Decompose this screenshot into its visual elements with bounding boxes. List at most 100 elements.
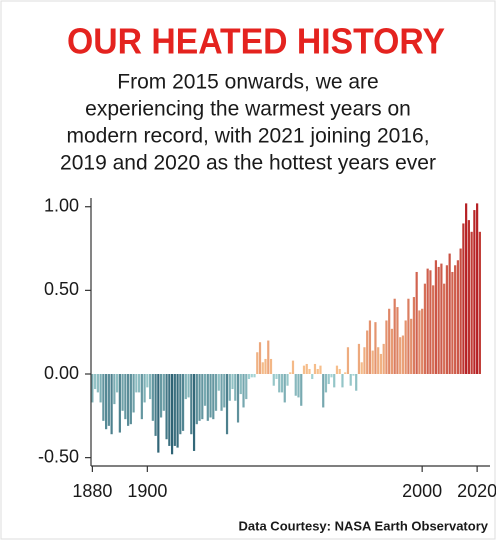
bar — [399, 337, 402, 374]
bar — [470, 231, 473, 374]
bar — [401, 335, 405, 374]
bar — [220, 374, 223, 411]
bar — [176, 374, 179, 448]
x-tick-label: 1880 — [72, 481, 112, 501]
bar — [91, 374, 94, 403]
bar — [324, 374, 328, 393]
bar — [404, 320, 407, 374]
bar — [217, 374, 220, 391]
bar — [352, 374, 355, 376]
bar — [127, 374, 130, 426]
subtitle: From 2015 onwards, we are — [117, 71, 378, 94]
bar — [393, 298, 396, 374]
bar — [432, 285, 435, 374]
bar — [129, 374, 132, 425]
bar — [459, 248, 462, 374]
bar — [110, 374, 113, 435]
bar — [286, 374, 289, 386]
bar — [170, 374, 174, 455]
bar — [308, 368, 311, 374]
bar — [382, 343, 385, 374]
y-tick-label: -0.50 — [38, 446, 79, 466]
bar — [168, 374, 171, 446]
bar — [102, 374, 105, 421]
bar — [360, 362, 363, 374]
bar — [124, 374, 127, 420]
bar — [148, 374, 152, 400]
bar — [346, 347, 350, 374]
bar — [322, 374, 325, 408]
bar — [374, 322, 377, 374]
bar — [283, 374, 286, 403]
bar — [140, 374, 143, 420]
bar — [121, 374, 124, 411]
bar — [289, 372, 292, 374]
bar — [261, 362, 264, 374]
bar — [113, 374, 116, 405]
bar — [96, 374, 99, 393]
bar — [311, 374, 314, 380]
bar — [297, 374, 300, 398]
bar — [214, 374, 218, 411]
bar — [231, 374, 234, 390]
bar — [412, 297, 416, 374]
bar — [357, 343, 361, 374]
bar — [146, 374, 149, 388]
x-tick-label: 2000 — [402, 481, 442, 501]
bar — [407, 298, 410, 374]
bar — [116, 374, 119, 393]
bar — [371, 350, 374, 374]
y-tick-label: 0.50 — [44, 279, 79, 299]
bar — [421, 308, 424, 374]
bar — [451, 271, 454, 374]
bar — [228, 374, 231, 401]
bar — [154, 374, 157, 436]
bar — [333, 374, 336, 388]
bar — [132, 374, 135, 413]
bar — [335, 365, 339, 374]
bar — [269, 358, 273, 374]
bar — [159, 374, 163, 418]
bar — [302, 365, 306, 374]
bar — [195, 374, 198, 425]
bar — [179, 374, 182, 435]
bar — [423, 283, 427, 374]
bar — [396, 307, 399, 374]
bar — [190, 374, 193, 435]
bar — [99, 374, 102, 403]
bar — [294, 374, 297, 396]
bar — [437, 266, 440, 374]
bar — [467, 220, 470, 374]
bar — [250, 374, 253, 378]
bar — [267, 340, 270, 374]
bar — [462, 223, 465, 374]
bar — [366, 330, 369, 374]
bar — [316, 368, 319, 374]
bar — [434, 260, 438, 374]
bar — [212, 374, 215, 420]
bar — [253, 374, 256, 378]
bar — [206, 374, 209, 421]
bar — [344, 372, 347, 374]
bar — [242, 374, 245, 408]
bar — [201, 374, 204, 420]
bar — [245, 374, 248, 400]
bar — [478, 231, 481, 374]
bar — [388, 308, 391, 374]
bar — [300, 374, 303, 406]
bar — [476, 203, 479, 374]
bar — [209, 374, 212, 418]
bar — [105, 374, 108, 430]
bar — [429, 270, 432, 374]
bar — [443, 283, 446, 374]
bar — [223, 374, 226, 408]
bar — [236, 374, 240, 423]
bar — [465, 203, 468, 374]
bar — [151, 374, 154, 421]
bar — [162, 374, 165, 411]
bar — [456, 260, 459, 374]
bar — [415, 271, 418, 374]
bar — [341, 374, 344, 388]
